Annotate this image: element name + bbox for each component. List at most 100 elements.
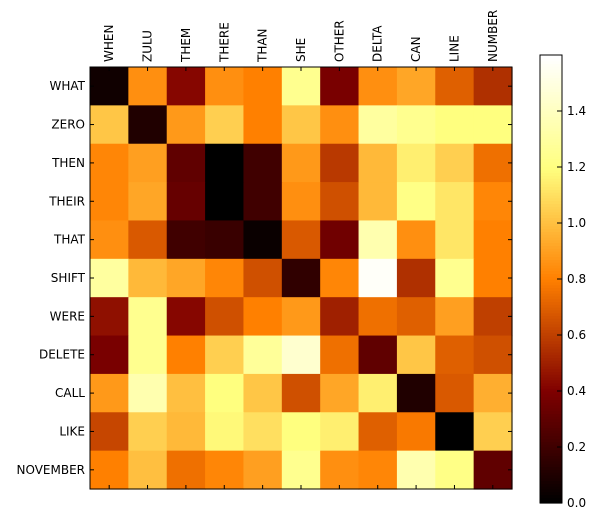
colorbar-segment — [540, 480, 562, 484]
colorbar-segment — [540, 60, 562, 64]
heatmap-cell — [473, 67, 513, 106]
colorbar-segment — [540, 402, 562, 406]
heatmap-cell — [320, 258, 360, 298]
colorbar-segment — [540, 200, 562, 204]
heatmap-cell — [320, 143, 360, 183]
y-tick-label: THEIR — [48, 194, 85, 208]
colorbar-segment — [540, 256, 562, 260]
colorbar-segment — [540, 349, 562, 353]
colorbar-segment — [540, 374, 562, 378]
colorbar-segment — [540, 69, 562, 73]
heatmap-cell — [396, 105, 436, 145]
colorbar-segment — [540, 239, 562, 244]
colorbar-segment — [540, 421, 562, 426]
y-tick-label: THAT — [53, 233, 86, 247]
colorbar-segment — [540, 116, 562, 120]
heatmap-cell — [473, 105, 513, 145]
colorbar-segment — [540, 102, 562, 106]
colorbar-segment — [540, 108, 562, 112]
colorbar-segment — [540, 119, 562, 123]
colorbar-segment — [540, 337, 562, 342]
heatmap-cell — [358, 258, 398, 298]
heatmap-cell — [396, 373, 436, 413]
colorbar-segment — [540, 396, 562, 400]
heatmap-cell — [358, 450, 398, 490]
colorbar-segment — [540, 340, 562, 344]
colorbar-segment — [540, 405, 562, 409]
heatmap-cell — [281, 335, 321, 375]
heatmap-cell — [473, 220, 513, 260]
colorbar-segment — [540, 466, 562, 470]
colorbar: 0.0 0.2 0.4 0.6 0.8 1.0 1.2 1.4 — [539, 54, 586, 510]
colorbar-segment — [540, 279, 562, 283]
colorbar-segment — [540, 410, 562, 414]
heatmap-cell — [358, 220, 398, 260]
heatmap-cell — [128, 297, 168, 337]
colorbar-segment — [540, 304, 562, 308]
colorbar-segment — [540, 253, 562, 258]
heatmap-cell — [396, 412, 436, 452]
heatmap-cell — [435, 373, 475, 413]
colorbar-segment — [540, 186, 562, 190]
colorbar-segment — [540, 295, 562, 300]
colorbar-segment — [540, 371, 562, 375]
colorbar-segment — [540, 363, 562, 367]
colorbar-segment — [540, 63, 562, 67]
heatmap-cell — [281, 143, 321, 183]
colorbar-segment — [540, 323, 562, 328]
colorbar-tick-label: 0.4 — [567, 384, 586, 398]
colorbar-segment — [540, 161, 562, 165]
heatmap-cell — [281, 373, 321, 413]
colorbar-segment — [540, 301, 562, 305]
colorbar-segment — [540, 57, 562, 62]
colorbar-segment — [540, 270, 562, 274]
colorbar-tick-label: 1.2 — [567, 160, 586, 174]
colorbar-segment — [540, 335, 562, 339]
colorbar-segment — [540, 167, 562, 171]
heatmap-cell — [320, 220, 360, 260]
colorbar-segment — [540, 147, 562, 151]
colorbar-segment — [540, 130, 562, 134]
heatmap-cell — [243, 105, 283, 145]
heatmap-cell — [358, 412, 398, 452]
colorbar-segment — [540, 458, 562, 462]
heatmap-cell — [396, 297, 436, 337]
heatmap-cell — [358, 67, 398, 106]
colorbar-tick-label: 0.2 — [567, 440, 586, 454]
heatmap-cell — [473, 297, 513, 337]
x-tick-label: NUMBER — [486, 10, 500, 62]
colorbar-segment — [540, 329, 562, 333]
colorbar-segment — [540, 284, 562, 288]
colorbar-tick-label: 0.0 — [567, 496, 586, 510]
colorbar-segment — [540, 365, 562, 370]
heatmap-cell — [473, 373, 513, 413]
colorbar-tick-label: 1.0 — [567, 216, 586, 230]
heatmap-cell — [90, 143, 129, 183]
colorbar-segment — [540, 416, 562, 420]
heatmap-cell — [243, 182, 283, 222]
y-tick-label: WERE — [50, 309, 85, 323]
heatmap-cell — [128, 412, 168, 452]
colorbar-segment — [540, 354, 562, 358]
colorbar-segment — [540, 427, 562, 431]
colorbar-segment — [540, 234, 562, 238]
colorbar-segment — [540, 293, 562, 297]
colorbar-segment — [540, 276, 562, 280]
heatmap-cell — [320, 67, 360, 106]
y-axis: WHAT ZERO THEN THEIR THAT SHIFT WERE DELETE CALL… — [16, 79, 512, 477]
colorbar-segment — [540, 463, 562, 468]
colorbar-segment — [540, 223, 562, 227]
x-tick-label: THEM — [179, 28, 193, 63]
colorbar-segment — [540, 66, 562, 70]
colorbar-segment — [540, 77, 562, 81]
heatmap-cell — [243, 335, 283, 375]
heatmap-cell — [128, 450, 168, 490]
x-tick-label: ZULU — [141, 30, 155, 62]
colorbar-segment — [540, 497, 562, 501]
colorbar-segment — [540, 287, 562, 291]
heatmap-cell — [166, 182, 206, 222]
heatmap-cell — [396, 67, 436, 106]
heatmap-cell — [90, 297, 129, 337]
heatmap-cell — [320, 182, 360, 222]
colorbar-segment — [540, 158, 562, 162]
